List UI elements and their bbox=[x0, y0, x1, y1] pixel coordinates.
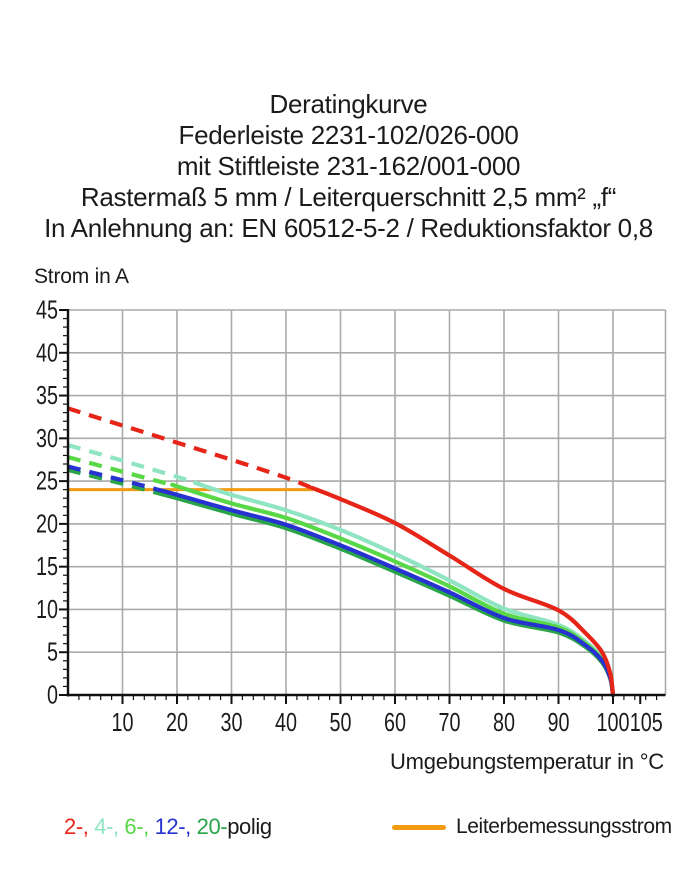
chart-grid bbox=[68, 309, 667, 695]
x-tick-30: 30 bbox=[221, 707, 243, 737]
x-tick-105: 105 bbox=[630, 707, 663, 737]
rated-current-line-swatch bbox=[392, 824, 446, 830]
series-2-polig bbox=[67, 406, 616, 698]
y-tick-5: 5 bbox=[47, 637, 58, 667]
title-line-4: Rastermaß 5 mm / Leiterquerschnitt 2,5 m… bbox=[80, 182, 617, 212]
legend-token-20-polig: 20- bbox=[190, 814, 228, 839]
series-20-polig-dashed bbox=[67, 467, 159, 496]
chart-title-block: Deratingkurve Federleiste 2231-102/026-0… bbox=[0, 89, 697, 244]
series-4-polig-solid bbox=[192, 480, 616, 698]
x-tick-20: 20 bbox=[166, 707, 188, 737]
x-axis-title: Umgebungstemperatur in °C bbox=[389, 749, 664, 774]
legend-token-4-polig: 4-, bbox=[88, 814, 119, 839]
title-line-1: Deratingkurve bbox=[269, 89, 428, 119]
legend-token-6-polig: 6-, bbox=[118, 814, 149, 839]
y-tick-30: 30 bbox=[36, 423, 58, 453]
legend-token-2-polig: 2-, bbox=[64, 814, 89, 839]
rated-current-label: Leiterbemessungsstrom bbox=[456, 815, 672, 838]
y-tick-25: 25 bbox=[36, 466, 58, 496]
x-tick-90: 90 bbox=[548, 707, 570, 737]
series-6-polig-dashed bbox=[67, 455, 176, 488]
y-tick-10: 10 bbox=[36, 594, 58, 624]
series-4-polig-dashed bbox=[67, 443, 196, 485]
y-axis-title: Strom in A bbox=[34, 265, 129, 288]
x-tick-100: 100 bbox=[597, 707, 630, 737]
title-line-3: mit Stiftleiste 231-162/001-000 bbox=[176, 151, 521, 181]
y-tick-45: 45 bbox=[36, 294, 58, 324]
chart-ticks bbox=[59, 308, 658, 704]
legend-polig-suffix: polig bbox=[227, 814, 272, 839]
series-2-polig-solid bbox=[310, 485, 616, 698]
legend-pole-counts: 2-, 4-, 6-, 12-, 20-polig bbox=[64, 814, 272, 840]
chart-axes bbox=[66, 309, 666, 697]
series-2-polig-dashed bbox=[67, 406, 313, 490]
y-tick-15: 15 bbox=[36, 551, 58, 581]
y-tick-35: 35 bbox=[36, 380, 58, 410]
legend-token-12-polig: 12-, bbox=[148, 814, 192, 839]
series-12-polig-dashed bbox=[67, 464, 161, 493]
x-tick-70: 70 bbox=[439, 707, 461, 737]
x-tick-10: 10 bbox=[112, 707, 134, 737]
series-12-polig-solid bbox=[158, 488, 616, 698]
y-tick-40: 40 bbox=[36, 337, 58, 367]
x-tick-80: 80 bbox=[493, 707, 515, 737]
x-tick-60: 60 bbox=[384, 707, 406, 737]
x-tick-40: 40 bbox=[275, 707, 297, 737]
y-tick-0: 0 bbox=[47, 680, 58, 710]
title-line-5: In Anlehnung an: EN 60512-5-2 / Reduktio… bbox=[44, 213, 653, 243]
legend-rated-current: Leiterbemessungsstrom bbox=[392, 812, 672, 842]
title-line-2: Federleiste 2231-102/026-000 bbox=[178, 120, 519, 150]
x-tick-labels: 10 20 30 40 50 60 70 80 90 100 105 bbox=[112, 707, 663, 737]
y-tick-20: 20 bbox=[36, 508, 58, 538]
series-12-polig bbox=[67, 464, 616, 698]
y-tick-labels: 0 5 10 15 20 25 30 35 40 45 bbox=[36, 294, 58, 709]
x-tick-50: 50 bbox=[330, 707, 352, 737]
